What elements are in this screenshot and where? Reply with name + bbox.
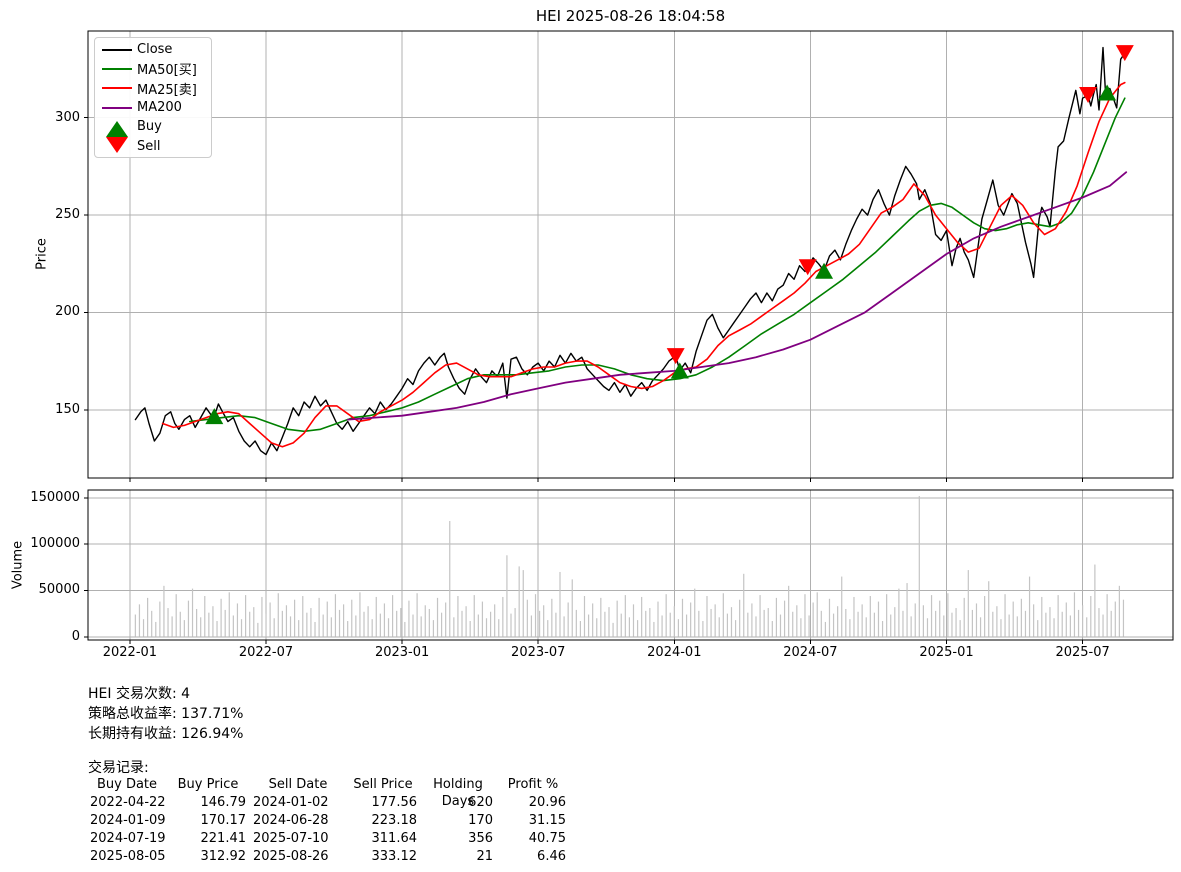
- volume-tick-label: 150000: [30, 489, 80, 505]
- ma50-line: [189, 97, 1126, 433]
- legend-label-close: Close: [137, 42, 173, 58]
- sell-marker: [1115, 45, 1134, 62]
- sell-marker: [798, 259, 817, 276]
- ma25-line-sample: [100, 87, 134, 90]
- cell-sell-date: 2024-06-28: [253, 813, 329, 828]
- price-tick-label: 200: [55, 304, 80, 320]
- strategy-return-text: 策略总收益率: 137.71%: [88, 706, 244, 722]
- legend-item-sell: Sell: [95, 136, 211, 155]
- buy-marker: [815, 262, 834, 279]
- price-volume-plot: [84, 30, 1174, 644]
- col-holding-days: Holding Days: [433, 777, 483, 809]
- cell-sell-price: 333.12: [371, 849, 418, 864]
- cell-sell-date: 2025-07-10: [253, 831, 329, 846]
- cell-profit-pct: 31.15: [528, 813, 566, 828]
- legend-item-ma200: MA200: [95, 98, 211, 117]
- cell-sell-price: 223.18: [371, 813, 418, 828]
- table-header-row: Buy Date Buy Price Sell Date Sell Price …: [88, 776, 570, 809]
- legend-item-buy: Buy: [95, 117, 211, 137]
- buy-marker: [205, 408, 224, 425]
- cell-buy-date: 2024-07-19: [90, 831, 166, 846]
- trade-records-heading: 交易记录:: [88, 760, 149, 776]
- price-tick-label: 300: [55, 109, 80, 125]
- trade-records-table: Buy Date Buy Price Sell Date Sell Price …: [88, 776, 570, 866]
- table-row: 2022-04-22 146.79 2024-01-02 177.56 620 …: [88, 794, 570, 812]
- col-sell-date: Sell Date: [268, 777, 328, 792]
- legend-label-ma50: MA50[买]: [137, 63, 197, 79]
- cell-buy-price: 221.41: [200, 831, 247, 846]
- col-profit-pct: Profit %: [507, 777, 559, 792]
- cell-buy-price: 312.92: [200, 849, 247, 864]
- cell-holding-days: 170: [468, 813, 493, 828]
- x-tick-label: 2024-01: [647, 645, 702, 660]
- legend-item-close: Close: [95, 40, 211, 59]
- cell-profit-pct: 40.75: [528, 831, 566, 846]
- x-tick-label: 2023-07: [511, 645, 566, 660]
- legend-label-ma200: MA200: [137, 100, 182, 116]
- cell-sell-price: 177.56: [371, 795, 418, 810]
- x-tick-label: 2025-01: [919, 645, 974, 660]
- buy-marker: [1098, 84, 1117, 101]
- legend-label-sell: Sell: [137, 138, 161, 154]
- cell-buy-date: 2022-04-22: [90, 795, 166, 810]
- x-tick-label: 2023-01: [374, 645, 430, 660]
- table-row: 2025-08-05 312.92 2025-08-26 333.12 21 6…: [88, 848, 570, 866]
- price-tick-label: 150: [55, 401, 80, 417]
- cell-holding-days: 21: [476, 849, 493, 864]
- close-line: [134, 46, 1126, 456]
- close-line-sample: [100, 48, 134, 51]
- ma50-line-sample: [100, 67, 134, 70]
- sell-marker: [1079, 87, 1098, 104]
- cell-buy-date: 2025-08-05: [90, 849, 166, 864]
- cell-profit-pct: 20.96: [528, 795, 566, 810]
- cell-sell-date: 2024-01-02: [253, 795, 329, 810]
- cell-sell-date: 2025-08-26: [253, 849, 329, 864]
- buy-marker: [670, 362, 689, 379]
- price-axes-frame: [87, 30, 1174, 479]
- x-tick-label: 2025-07: [1055, 645, 1110, 660]
- sell-triangle-icon: [100, 136, 134, 153]
- buy-triangle-icon: [100, 117, 134, 137]
- col-buy-date: Buy Date: [96, 777, 158, 792]
- volume-tick-label: 50000: [38, 582, 80, 598]
- volume-tick-label: 100000: [30, 536, 80, 552]
- cell-holding-days: 620: [468, 795, 493, 810]
- ma200-line: [346, 171, 1128, 421]
- ma25-line: [161, 81, 1126, 448]
- cell-profit-pct: 6.46: [537, 849, 566, 864]
- x-tick-label: 2022-01: [102, 645, 158, 660]
- legend-label-ma25: MA25[卖]: [137, 82, 197, 98]
- col-sell-price: Sell Price: [353, 777, 413, 792]
- legend-item-ma25: MA25[卖]: [95, 79, 211, 98]
- col-buy-price: Buy Price: [177, 777, 239, 792]
- x-tick-label: 2022-07: [238, 645, 294, 660]
- trade-count-text: HEI 交易次数: 4: [88, 686, 191, 702]
- hold-return-text: 长期持有收益: 126.94%: [88, 726, 244, 742]
- volume-tick-label: 0: [71, 628, 80, 644]
- cell-buy-date: 2024-01-09: [90, 813, 166, 828]
- volume-axes-frame: [87, 489, 1174, 641]
- sell-marker: [666, 348, 685, 365]
- cell-buy-price: 146.79: [200, 795, 247, 810]
- cell-sell-price: 311.64: [371, 831, 418, 846]
- legend-label-buy: Buy: [137, 119, 162, 135]
- table-row: 2024-01-09 170.17 2024-06-28 223.18 170 …: [88, 812, 570, 830]
- x-tick-label: 2024-07: [783, 645, 838, 660]
- price-tick-label: 250: [55, 207, 80, 223]
- ma200-line-sample: [100, 106, 134, 109]
- chart-title: HEI 2025-08-26 18:04:58: [535, 7, 726, 25]
- legend: Close MA50[买] MA25[卖] MA200 Buy Sell: [94, 37, 212, 158]
- legend-item-ma50: MA50[买]: [95, 59, 211, 78]
- cell-holding-days: 356: [468, 831, 493, 846]
- cell-buy-price: 170.17: [200, 813, 247, 828]
- table-row: 2024-07-19 221.41 2025-07-10 311.64 356 …: [88, 830, 570, 848]
